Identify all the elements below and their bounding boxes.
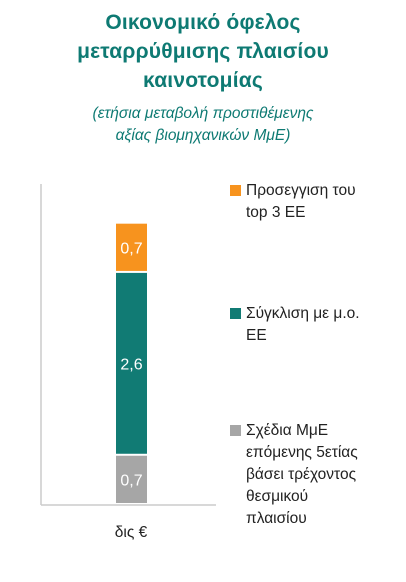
chart-title-line: καινοτομίας — [142, 69, 263, 92]
bar-value-label: 0,7 — [120, 472, 142, 489]
legend-label: Προσεγγιση του — [246, 182, 356, 199]
legend-label: θεσμικού — [246, 488, 309, 505]
chart-subtitle: (ετήσια μεταβολή προστιθέμενης αξίας βιο… — [0, 103, 406, 147]
bar-segment-top3 — [116, 223, 147, 271]
legend-item-eu-average: Σύγκλιση με μ.ο. ΕΕ — [226, 303, 396, 347]
legend-item-top3: Προσεγγιση του top 3 ΕΕ — [226, 180, 396, 224]
legend-label: πλαισίου — [246, 510, 307, 527]
chart-title-line: Οικονομικό όφελος — [105, 11, 301, 34]
legend-label: βάσει τρέχοντος — [246, 466, 357, 483]
bar-value-label: 0,7 — [120, 240, 142, 257]
bar-value-label: 2,6 — [120, 356, 142, 373]
chart-subtitle-line: αξίας βιομηχανικών ΜμΕ) — [115, 127, 291, 144]
legend-swatch-orange — [230, 185, 241, 196]
x-category-label: δις € — [115, 524, 148, 541]
legend-label: Σύγκλιση με μ.ο. — [246, 305, 360, 322]
legend-swatch-teal — [230, 308, 241, 319]
legend-item-sme-plans: Σχέδια ΜμΕ επόμενης 5ετίας βάσει τρέχοντ… — [226, 420, 396, 530]
bar-segments: 0,7 2,6 0,7 — [116, 223, 147, 503]
legend-swatch-gray — [230, 425, 241, 436]
legend-label: top 3 ΕΕ — [246, 204, 306, 221]
bar-segment-eu-average — [116, 272, 147, 454]
chart-subtitle-line: (ετήσια μεταβολή προστιθέμενης — [92, 105, 314, 122]
chart-title-line: μεταρρύθμισης πλαισίου — [77, 40, 329, 63]
legend-label: Σχέδια ΜμΕ — [246, 422, 329, 439]
chart-title: Οικονομικό όφελος μεταρρύθμισης πλαισίου… — [0, 8, 406, 95]
legend-label: επόμενης 5ετίας — [246, 444, 358, 461]
bar-segment-sme-plans — [116, 455, 147, 503]
legend-label: ΕΕ — [246, 327, 267, 344]
